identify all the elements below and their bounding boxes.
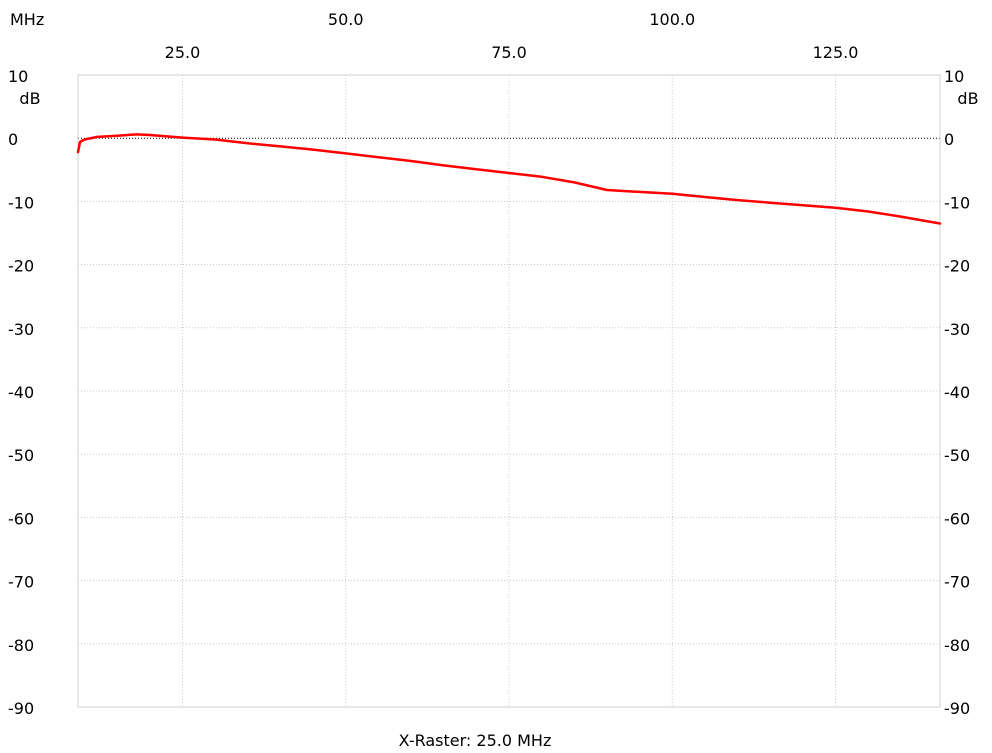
label-layer: 10 10 0 0 -10 -10 -20 -20 -30 -30 -40 -40 -50 -50 -60 -… <box>8 10 970 718</box>
y-tick-label-right: -60 <box>944 509 970 528</box>
y-tick-label-right: -70 <box>944 573 970 592</box>
y-tick-label-left: -20 <box>8 257 34 276</box>
x-tick-label-bottom: 75.0 <box>491 43 527 62</box>
y-tick-label-right: 10 <box>944 67 964 86</box>
y-tick-label-right: -80 <box>944 636 970 655</box>
y-tick-label-left: -50 <box>8 446 34 465</box>
y-tick-label-right: -20 <box>944 257 970 276</box>
y-tick-label-left: -90 <box>8 699 34 718</box>
y-tick-label-left: 10 <box>8 67 28 86</box>
y-tick-label-left: -40 <box>8 383 34 402</box>
y-tick-label-right: -40 <box>944 383 970 402</box>
y-tick-label-right: 0 <box>944 130 954 149</box>
plot-frame <box>77 74 941 708</box>
y-tick-label-left: -30 <box>8 320 34 339</box>
y-tick-label-right: -90 <box>944 699 970 718</box>
y-tick-label-left: -80 <box>8 636 34 655</box>
grid-layer <box>78 74 940 708</box>
y-unit-label-left: dB <box>19 89 40 108</box>
series-layer <box>76 133 942 225</box>
x-unit-label: MHz <box>10 10 44 29</box>
y-tick-label-left: -60 <box>8 509 34 528</box>
x-tick-label-top: 50.0 <box>328 10 364 29</box>
y-tick-label-left: -10 <box>8 193 34 212</box>
x-tick-label-bottom: 25.0 <box>165 43 201 62</box>
y-tick-label-left: 0 <box>8 130 18 149</box>
x-tick-label-bottom: 125.0 <box>813 43 859 62</box>
y-tick-label-right: -30 <box>944 320 970 339</box>
series-line <box>76 133 942 225</box>
y-unit-label-right: dB <box>957 89 978 108</box>
y-tick-label-right: -50 <box>944 446 970 465</box>
y-tick-label-right: -10 <box>944 193 970 212</box>
x-raster-footer: X-Raster: 25.0 MHz <box>399 731 552 750</box>
x-tick-label-top: 100.0 <box>649 10 695 29</box>
y-tick-label-left: -70 <box>8 573 34 592</box>
